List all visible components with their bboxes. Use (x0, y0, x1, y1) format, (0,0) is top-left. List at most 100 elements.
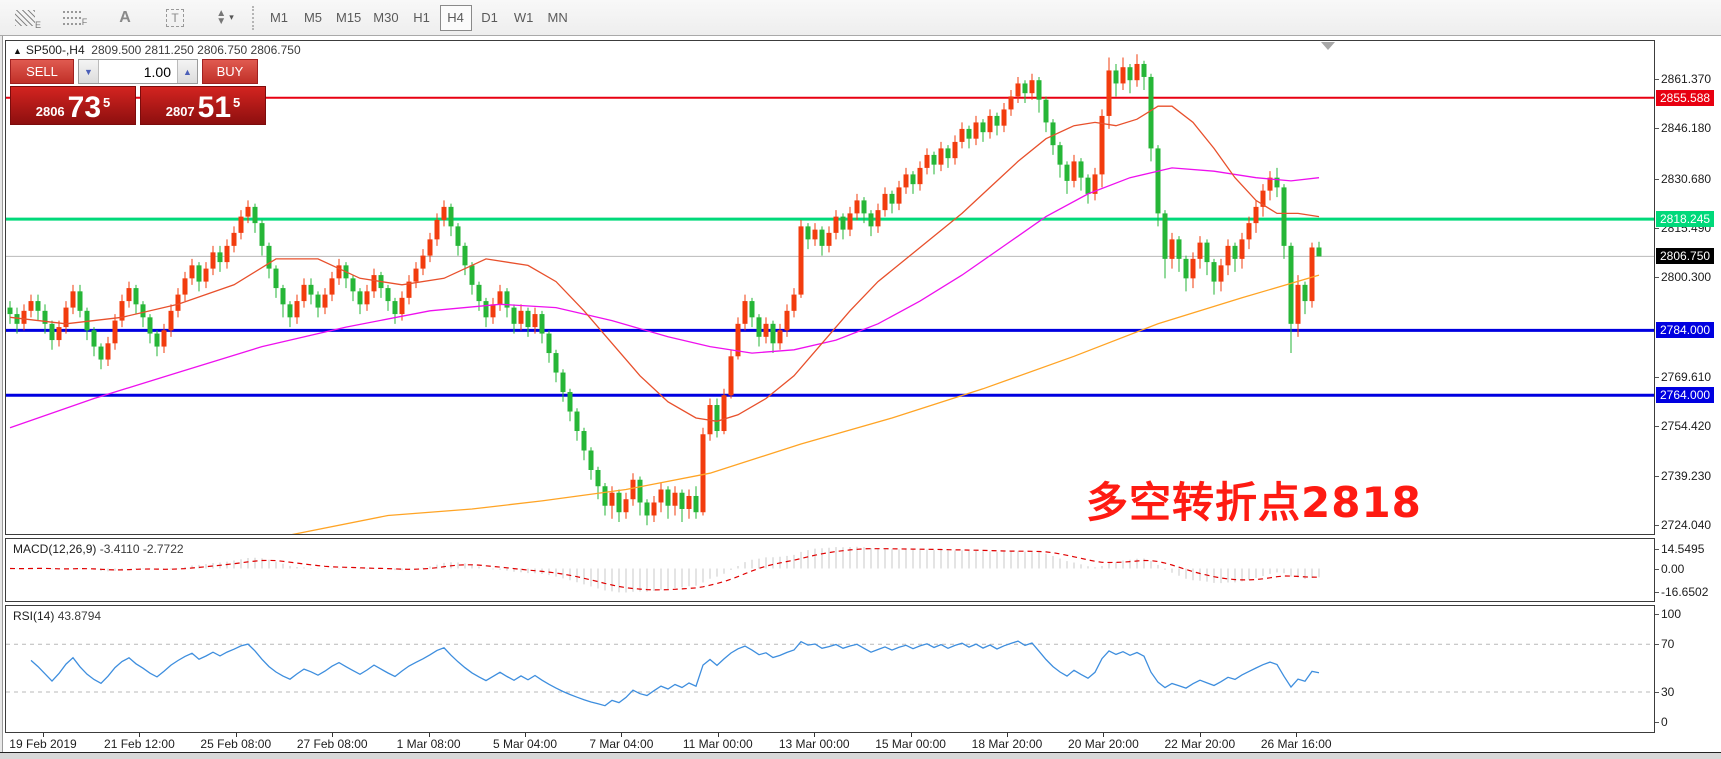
text-label-tool-button[interactable]: T (158, 4, 192, 32)
text-tool-button[interactable]: A (108, 4, 142, 32)
time-tick-mark (428, 733, 430, 737)
price-tick-mark (1655, 277, 1659, 279)
chart-shift-tool-button[interactable]: E (8, 4, 42, 32)
main-chart-panel[interactable]: ▲ SP500-,H4 2809.500 2811.250 2806.750 28… (5, 40, 1655, 535)
timeframe-button-h4[interactable]: H4 (439, 4, 472, 31)
price-tick-mark (1655, 128, 1659, 130)
window-left-edge (0, 36, 3, 752)
chart-end-marker-icon[interactable] (1321, 42, 1335, 50)
window-bottom-edge (0, 752, 1721, 759)
time-tick-mark (717, 733, 719, 737)
price-badge-2818.245: 2818.245 (1656, 211, 1715, 228)
time-axis-label: 7 Mar 04:00 (589, 737, 654, 751)
chart-title: ▲ SP500-,H4 2809.500 2811.250 2806.750 28… (13, 43, 301, 57)
time-tick-mark (332, 733, 334, 737)
time-axis-label: 5 Mar 04:00 (492, 737, 558, 751)
rsi-plot (6, 640, 1654, 707)
axis-tick-mark (1655, 614, 1659, 615)
volume-input[interactable] (99, 60, 177, 83)
rsi-value: 43.8794 (57, 609, 102, 623)
time-tick-mark (1296, 733, 1298, 737)
price-badge-2784.000: 2784.000 (1656, 322, 1715, 339)
chart-symbol: SP500-,H4 (25, 43, 85, 57)
time-tick-mark (235, 733, 237, 737)
buy-button[interactable]: BUY (202, 59, 258, 84)
time-axis-label: 27 Feb 08:00 (296, 737, 368, 751)
macd-histogram (16, 546, 1320, 593)
price-tick-mark (1655, 426, 1659, 428)
macd-name: MACD(12,26,9) (13, 542, 97, 556)
macd-panel[interactable]: MACD(12,26,9) -3.4110 -2.7722 (5, 538, 1655, 602)
price-tick-label: 2739.230 (1661, 468, 1712, 483)
price-badge-2806.750: 2806.750 (1656, 248, 1715, 265)
macd-label: MACD(12,26,9) -3.4110 -2.7722 (13, 542, 184, 556)
rsi-name: RSI(14) (13, 609, 55, 623)
price-tick-mark (1655, 475, 1659, 477)
sell-price-tile[interactable]: 2806 73 5 (10, 86, 136, 125)
rsi-panel[interactable]: RSI(14) 43.8794 (5, 605, 1655, 733)
time-tick-mark (1007, 733, 1008, 737)
candles (7, 54, 1322, 526)
price-tick-label: 2800.300 (1661, 270, 1712, 285)
time-tick-mark (910, 733, 912, 737)
sell-button[interactable]: SELL (10, 59, 74, 84)
one-click-trade-panel: SELL ▼ ▲ BUY 2806 73 5 2807 51 5 (10, 59, 270, 125)
time-axis[interactable]: 19 Feb 2019 21 Feb 12:00 25 Feb 08:00 27 Fe… (5, 733, 1655, 752)
time-axis-label: 1 Mar 08:00 (396, 737, 461, 751)
price-axis[interactable]: 2861.370 2846.180 2830.680 2815.490 2800.300… (1655, 40, 1721, 535)
grid-tool-button[interactable]: F (58, 4, 92, 32)
volume-decrease-button[interactable]: ▼ (79, 60, 99, 83)
axis-tick-mark (1655, 592, 1659, 593)
sell-price-prefix: 2806 (35, 104, 65, 119)
buy-price-tile[interactable]: 2807 51 5 (140, 86, 266, 125)
timeframe-button-w1[interactable]: W1 (513, 10, 534, 25)
timeframe-button-d1[interactable]: D1 (481, 10, 498, 25)
time-axis-label: 25 Feb 08:00 (200, 737, 272, 751)
axis-tick-label: 0 (1661, 715, 1668, 729)
macd-plot (9, 546, 1320, 593)
chart-ohlc-values: 2809.500 2811.250 2806.750 2806.750 (91, 43, 301, 57)
time-axis-label: 13 Mar 00:00 (778, 737, 850, 751)
time-axis-label: 21 Feb 12:00 (104, 737, 175, 751)
timeframe-button-m5[interactable]: M5 (303, 10, 323, 25)
axis-tick-label: 100 (1661, 607, 1682, 621)
price-tick-mark (1655, 178, 1659, 180)
axis-tick-label: 14.5495 (1661, 542, 1705, 556)
price-tick-mark (1655, 525, 1659, 527)
timeframe-button-m15[interactable]: M15 (336, 10, 362, 25)
symbol-triangle-icon: ▲ (13, 46, 22, 56)
price-badge-2764.000: 2764.000 (1656, 387, 1715, 404)
price-tick-label: 2846.180 (1661, 121, 1712, 136)
timeframe-button-h1[interactable]: H1 (413, 10, 430, 25)
time-tick-mark (139, 733, 141, 737)
price-tick-label: 2724.040 (1661, 518, 1712, 533)
price-tick-label: 2769.610 (1661, 370, 1712, 385)
price-tick-label: 2754.420 (1661, 419, 1712, 434)
candlestick-chart[interactable] (6, 41, 1654, 534)
macd-values: -3.4110 -2.7722 (99, 542, 184, 556)
arrows-tool-button[interactable]: ▲ ▼ ▾ (208, 4, 242, 32)
macd-signal-line (9, 548, 1320, 591)
timeframe-button-m30[interactable]: M30 (373, 10, 399, 25)
toolbar-separator (252, 5, 254, 30)
time-axis-label: 11 Mar 00:00 (682, 737, 753, 751)
volume-increase-button[interactable]: ▲ (177, 60, 197, 83)
time-axis-label: 26 Mar 16:00 (1260, 737, 1332, 751)
arrows-icon: ▲ ▼ (216, 7, 227, 27)
price-tick-mark (1655, 377, 1659, 379)
rsi-line (30, 640, 1320, 707)
axis-tick-mark (1655, 568, 1659, 570)
axis-tick-mark (1655, 692, 1659, 693)
time-tick-mark (1199, 733, 1201, 737)
price-tick-mark (1655, 79, 1659, 80)
grid-icon (62, 10, 81, 25)
buy-price-sup: 5 (233, 95, 241, 110)
timeframe-button-m1[interactable]: M1 (269, 10, 289, 25)
timeframe-button-mn[interactable]: MN (547, 10, 568, 25)
axis-tick-mark (1655, 644, 1659, 645)
time-tick-mark (621, 733, 623, 737)
time-axis-label: 15 Mar 00:00 (875, 737, 946, 751)
sell-price-big: 73 (67, 91, 102, 124)
chart-shift-icon: E (15, 9, 41, 30)
chevron-down-icon: ▾ (229, 12, 234, 22)
